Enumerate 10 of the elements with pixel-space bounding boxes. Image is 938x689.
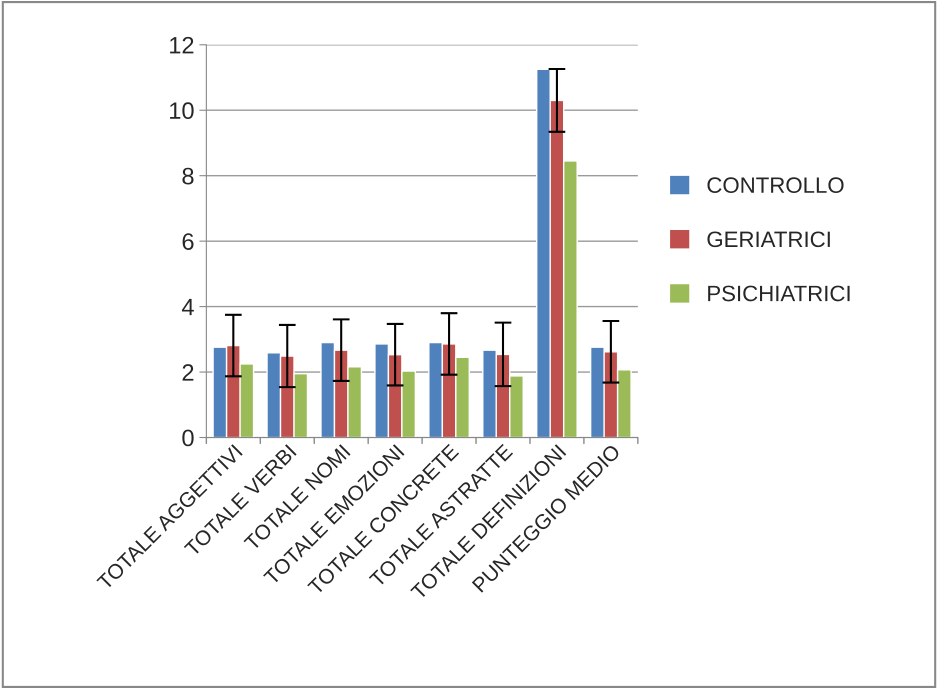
- y-tick-label: 4: [182, 298, 194, 316]
- y-tick-label: 2: [182, 364, 194, 381]
- legend-label: CONTROLLO: [707, 177, 844, 194]
- y-tick-label: 10: [170, 102, 194, 120]
- y-tick-label: 0: [182, 430, 194, 446]
- y-tick-label: 8: [182, 168, 194, 184]
- y-tick-label: 12: [170, 36, 194, 54]
- legend-label: PSICHIATRICI: [708, 286, 850, 302]
- y-tick-label: 6: [182, 233, 194, 250]
- legend-label: GERIATRICI: [707, 231, 830, 248]
